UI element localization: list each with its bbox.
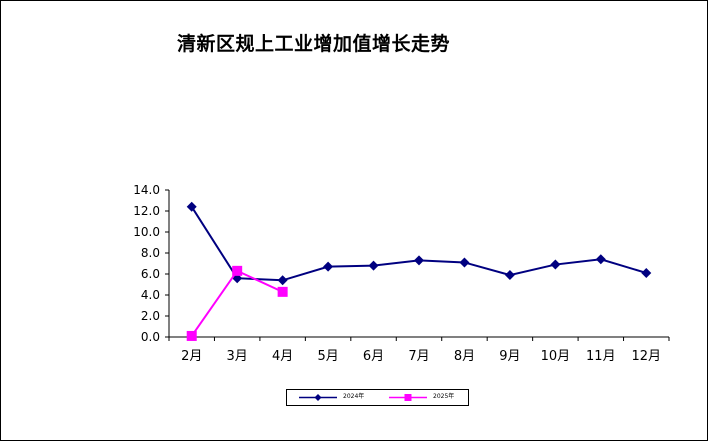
chart-title: 清新区规上工业增加值增长走势: [177, 33, 451, 55]
y-tick-label: 8.0: [141, 246, 160, 260]
legend-swatch: [389, 394, 427, 401]
x-tick-label: 11月: [586, 349, 616, 364]
data-point: [504, 270, 515, 281]
data-point: [459, 257, 470, 268]
y-tick-label: 0.0: [141, 330, 160, 344]
data-point: [550, 259, 561, 270]
data-point: [277, 275, 288, 286]
y-tick-label: 2.0: [141, 309, 160, 323]
y-tick-label: 10.0: [133, 225, 160, 239]
x-tick-label: 5月: [317, 349, 338, 364]
legend: 2024年 2025年: [286, 389, 469, 406]
data-point: [186, 330, 197, 341]
legend-label: 2024年: [343, 393, 365, 400]
legend-item: 2025年: [387, 390, 472, 405]
data-point: [277, 286, 288, 297]
data-point: [595, 254, 606, 265]
x-tick-label: 9月: [499, 349, 520, 364]
y-tick-label: 12.0: [133, 204, 160, 218]
legend-swatch: [299, 394, 337, 401]
x-tick-label: 7月: [408, 349, 429, 364]
data-point: [186, 201, 197, 212]
x-tick-label: 12月: [631, 349, 661, 364]
y-tick-label: 6.0: [141, 267, 160, 281]
y-tick-label: 4.0: [141, 288, 160, 302]
y-tick-label: 14.0: [133, 183, 160, 197]
series-line-1: [190, 206, 647, 282]
data-point: [368, 260, 379, 271]
legend-label: 2025年: [433, 393, 455, 400]
legend-item: 2024年: [297, 390, 382, 405]
data-point: [232, 265, 243, 276]
x-tick-label: 3月: [227, 349, 248, 364]
x-tick-label: 2月: [181, 349, 202, 364]
x-tick-label: 10月: [541, 349, 571, 364]
x-tick-label: 8月: [454, 349, 475, 364]
data-point: [323, 261, 334, 272]
x-tick-label: 4月: [272, 349, 293, 364]
x-tick-label: 6月: [363, 349, 384, 364]
data-point: [414, 255, 424, 266]
data-point: [641, 267, 652, 278]
